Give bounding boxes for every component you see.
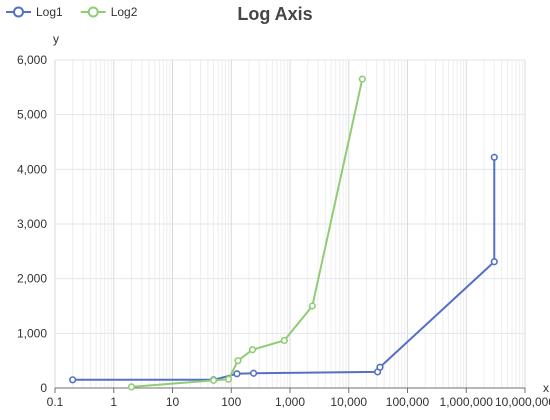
series-point-1 (249, 369, 258, 377)
y-tick-label: 2,000 (17, 272, 47, 286)
x-tick-label: 1,000,000 (440, 395, 494, 409)
legend-label-2: Log2 (111, 5, 138, 19)
legend-layer: Log1 Log2 (6, 5, 138, 19)
legend-label-1: Log1 (36, 5, 63, 19)
series-line-2 (130, 78, 364, 388)
series-point-2 (248, 346, 257, 354)
series-point-1 (233, 370, 241, 378)
series-point-2 (358, 75, 366, 83)
legend-marker-2 (87, 6, 99, 18)
y-tick-label: 0 (40, 381, 47, 395)
series-point-1 (490, 153, 498, 161)
series-point-2 (234, 357, 242, 365)
series-point-2 (308, 302, 316, 310)
series-layer (69, 75, 498, 391)
series-point-1 (69, 376, 77, 384)
series-point-1 (376, 363, 384, 371)
series-point-2 (209, 376, 218, 384)
series-line-1 (71, 156, 496, 381)
y-tick-label: 3,000 (17, 217, 47, 231)
x-tick-label: 100 (221, 395, 241, 409)
grid-layer (54, 59, 526, 389)
x-tick-label: 1,000 (275, 395, 305, 409)
legend-marker-1 (13, 6, 24, 18)
series-point-2 (127, 383, 136, 391)
x-tick-label: 10,000 (330, 395, 367, 409)
y-tick-label: 1,000 (17, 326, 47, 340)
legend-item-2[interactable]: Log2 (80, 5, 138, 19)
y-axis-title: y (53, 32, 59, 46)
chart-title: Log Axis (237, 4, 312, 24)
axes-layer: 0.1 1 10 100 1,000 10,000 100,000 1,000,000 10,0… (17, 53, 550, 409)
x-tick-label: 10,000,000 (495, 395, 550, 409)
y-tick-label: 5,000 (17, 108, 47, 122)
legend-item-1[interactable]: Log1 (6, 5, 63, 19)
x-tick-label: 10 (166, 395, 180, 409)
x-tick-label: 100,000 (386, 395, 430, 409)
series-point-1 (490, 258, 498, 266)
series-point-2 (280, 336, 288, 345)
x-tick-label: 0.1 (47, 395, 64, 409)
x-tick-label: 1 (110, 395, 117, 409)
series-point-2 (224, 375, 233, 383)
y-tick-label: 6,000 (17, 53, 47, 67)
x-axis-title: x (543, 381, 549, 395)
y-tick-label: 4,000 (17, 162, 47, 176)
